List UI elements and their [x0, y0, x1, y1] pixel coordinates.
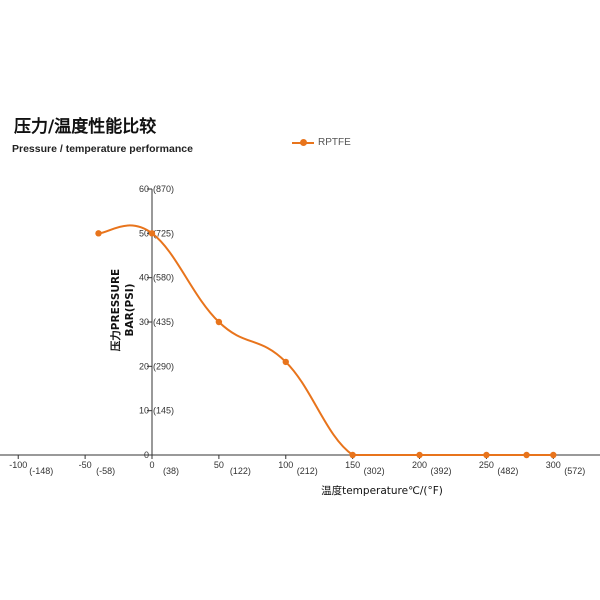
x-tick-label-celsius: -100	[9, 460, 27, 470]
x-tick-label-celsius: 0	[149, 460, 154, 470]
x-tick-label-celsius: 250	[479, 460, 494, 470]
chart-legend: RPTFE	[292, 136, 351, 148]
y-tick-label-psi: (870)	[153, 184, 174, 194]
data-point	[282, 358, 289, 366]
y-tick-label-bar: 40	[139, 273, 149, 283]
y-tick-label-psi: (145)	[153, 406, 174, 416]
y-tick-label-bar: 30	[139, 317, 149, 327]
data-point	[349, 451, 356, 459]
x-tick-label-fahrenheit: (-58)	[96, 466, 115, 476]
data-point	[215, 318, 223, 326]
data-point	[416, 451, 423, 459]
x-tick-label-fahrenheit: (38)	[163, 466, 179, 476]
series-line-rptfe	[98, 224, 554, 457]
x-tick-label-celsius: 200	[412, 460, 427, 470]
x-tick-label-fahrenheit: (122)	[230, 466, 251, 476]
y-tick-label-bar: 20	[139, 361, 149, 371]
y-axis-label-unit: BAR(PSI)	[124, 284, 136, 337]
chart-title: 压力/温度性能比较	[14, 117, 157, 137]
x-tick-label-fahrenheit: (392)	[431, 466, 452, 476]
data-point	[523, 451, 530, 459]
y-axis-label: 压力PRESSURE	[109, 269, 122, 351]
data-point	[148, 230, 156, 237]
data-point	[95, 230, 102, 237]
y-tick-label-bar: 60	[139, 184, 149, 194]
x-tick-label-fahrenheit: (482)	[497, 466, 518, 476]
y-tick-label-psi: (435)	[153, 317, 174, 327]
x-tick-label-fahrenheit: (302)	[364, 466, 385, 476]
y-tick-label-psi: (580)	[153, 273, 174, 283]
y-tick-label-bar: 50	[139, 228, 149, 238]
x-tick-label-celsius: -50	[79, 460, 92, 470]
x-tick-label-celsius: 50	[214, 460, 224, 470]
x-tick-label-fahrenheit: (572)	[564, 466, 585, 476]
data-point	[550, 451, 557, 459]
data-point	[483, 451, 490, 459]
x-axis-label: 温度temperature℃/(°F)	[321, 484, 443, 497]
legend-line-marker-icon	[292, 136, 314, 148]
x-tick-label-fahrenheit: (212)	[297, 466, 318, 476]
x-tick-label-celsius: 150	[345, 460, 360, 470]
x-tick-label-fahrenheit: (-148)	[29, 466, 53, 476]
x-tick-label-celsius: 300	[546, 460, 561, 470]
legend-label: RPTFE	[318, 136, 351, 148]
y-tick-label-bar: 0	[144, 450, 149, 460]
y-tick-label-bar: 10	[139, 406, 149, 416]
y-tick-label-psi: (290)	[153, 361, 174, 371]
y-tick-label-psi: (725)	[153, 228, 174, 238]
chart-subtitle: Pressure / temperature performance	[12, 143, 193, 155]
x-tick-label-celsius: 100	[278, 460, 293, 470]
